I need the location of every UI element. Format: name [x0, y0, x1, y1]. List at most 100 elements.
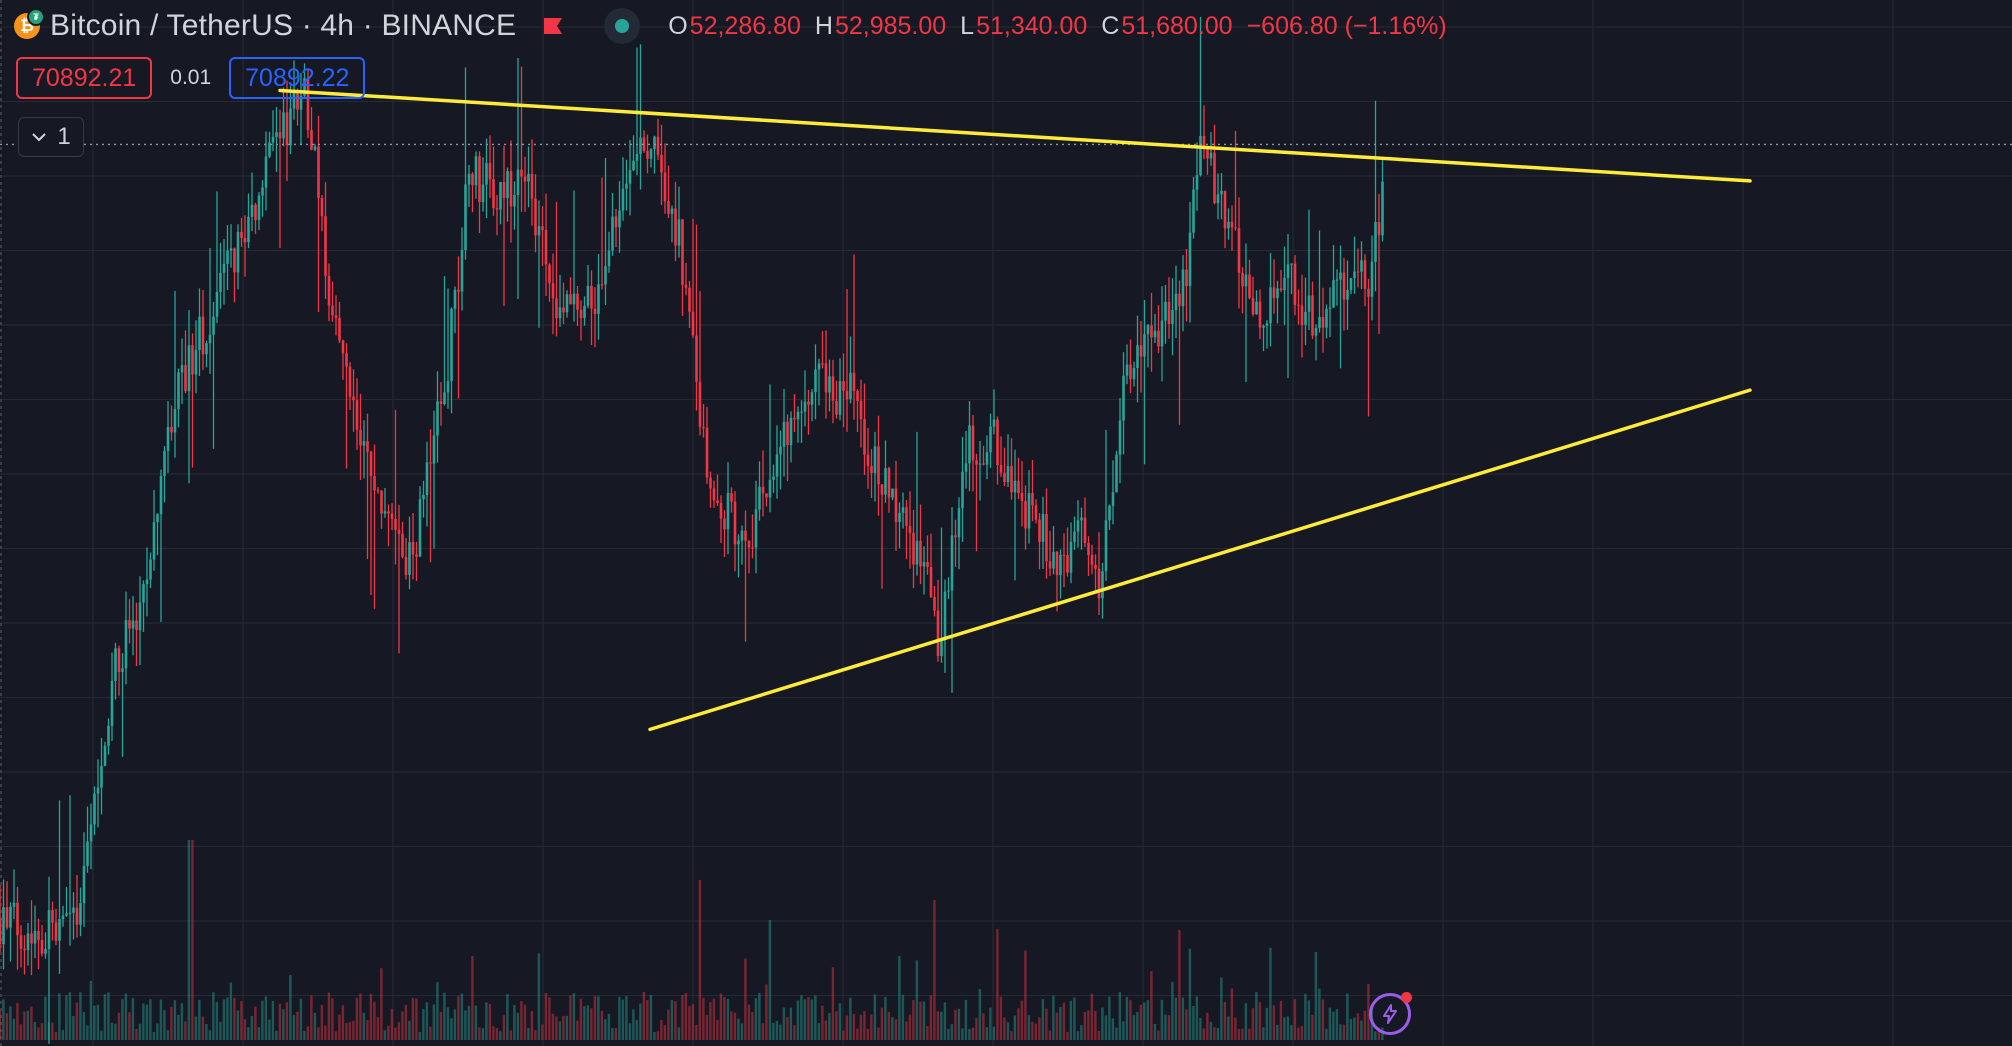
candle-body — [110, 680, 114, 726]
volume-bar — [429, 1026, 432, 1040]
candle-body — [775, 454, 779, 477]
candle-body — [551, 283, 555, 299]
candle-body — [509, 171, 513, 207]
volume-bar — [2, 999, 5, 1040]
candle-body — [712, 488, 716, 501]
volume-bar — [835, 1011, 838, 1040]
volume-bar — [415, 998, 418, 1040]
candle-body — [947, 590, 950, 592]
volume-bar — [719, 993, 723, 1040]
candle-body — [737, 540, 740, 545]
volume-bar — [1083, 1011, 1087, 1040]
symbol-title[interactable]: Bitcoin / TetherUS · 4h · BINANCE — [50, 9, 517, 42]
trendline-upper-resistance[interactable] — [278, 88, 1752, 183]
candle-body — [1286, 264, 1290, 278]
candle-body — [838, 381, 842, 415]
candle-body — [674, 208, 677, 246]
candle-body — [1055, 551, 1059, 576]
candle-body — [758, 486, 761, 510]
candle-body — [460, 249, 464, 292]
candle-body — [1241, 272, 1244, 287]
candle-body — [51, 910, 54, 923]
volume-bar — [751, 1012, 754, 1040]
lightning-button[interactable] — [1369, 992, 1412, 1035]
candle-body — [65, 913, 68, 916]
volume-bar — [1297, 1027, 1300, 1040]
candle-body — [870, 466, 873, 474]
candle-body — [1202, 135, 1206, 147]
volume-bar — [551, 1013, 555, 1040]
volume-bar — [460, 993, 464, 1040]
volume-bar — [569, 995, 572, 1040]
volume-bar — [226, 997, 229, 1040]
volume-bar — [292, 1015, 296, 1040]
flag-icon[interactable] — [542, 15, 564, 37]
trendline-lower-support[interactable] — [648, 388, 1752, 732]
volume-bar — [247, 1027, 250, 1040]
volume-bar — [324, 1025, 327, 1040]
candle-body — [961, 471, 964, 509]
candle-body — [954, 535, 957, 538]
volume-bar — [236, 1010, 240, 1040]
candle-body — [100, 765, 103, 788]
candle-body — [1024, 500, 1027, 529]
candle-body — [149, 559, 152, 580]
candle-body — [1136, 345, 1139, 369]
volume-bar — [1066, 1031, 1069, 1040]
candle-body — [369, 451, 373, 477]
candle-body — [131, 620, 135, 629]
volume-bar — [1055, 1012, 1059, 1040]
candle-body — [1083, 517, 1087, 543]
volume-bar — [1062, 1002, 1066, 1040]
candle-body — [768, 479, 772, 498]
buy-button[interactable]: 70892.22 — [229, 57, 366, 99]
volume-bar — [1286, 1016, 1290, 1040]
candle-body — [824, 363, 828, 393]
volume-bar — [320, 1004, 324, 1040]
candle-body — [499, 181, 502, 210]
indicators-collapse-button[interactable]: 1 — [18, 117, 84, 157]
market-status-icon[interactable] — [604, 8, 641, 44]
candle-body — [96, 787, 100, 794]
volume-bar — [1080, 1025, 1083, 1040]
volume-bar — [219, 1021, 222, 1040]
candle-body — [744, 530, 747, 541]
volume-bar — [1360, 1020, 1363, 1040]
candle-body — [1237, 228, 1241, 273]
candle-body — [691, 311, 695, 336]
low-value: 51,340.00 — [976, 11, 1088, 40]
volume-bar — [359, 993, 362, 1040]
candle-body — [464, 184, 467, 250]
volume-bar — [660, 1019, 663, 1040]
volume-bar — [243, 1019, 247, 1040]
volume-bar — [1199, 1017, 1202, 1040]
volume-bar — [0, 1010, 2, 1040]
bitcoin-icon[interactable]: ₿ ₮ — [14, 8, 45, 39]
volume-bar — [135, 1028, 138, 1040]
volume-bar — [1136, 1012, 1139, 1040]
volume-bar — [296, 1011, 299, 1040]
notification-dot — [1401, 992, 1412, 1003]
trendlines[interactable] — [278, 88, 1752, 732]
volume-bar — [264, 996, 268, 1040]
volume-bar — [467, 1005, 471, 1040]
volume-bar — [954, 1009, 957, 1040]
candle-body — [803, 401, 807, 412]
sell-button[interactable]: 70892.21 — [16, 57, 153, 99]
candle-body — [289, 108, 292, 146]
candle-body — [1010, 465, 1013, 493]
volume-bar — [114, 1023, 117, 1040]
volume-bar — [1132, 1015, 1136, 1040]
candle-body — [418, 499, 422, 557]
volume-bar — [576, 1020, 579, 1040]
volume-bar — [100, 1030, 103, 1040]
candle-body — [1076, 520, 1080, 532]
candle-body — [1066, 555, 1069, 573]
candle-body — [828, 376, 831, 393]
candle-body — [1342, 272, 1346, 300]
candle-body — [205, 343, 208, 355]
candlesticks[interactable] — [0, 16, 1384, 1045]
candle-body — [527, 173, 530, 182]
